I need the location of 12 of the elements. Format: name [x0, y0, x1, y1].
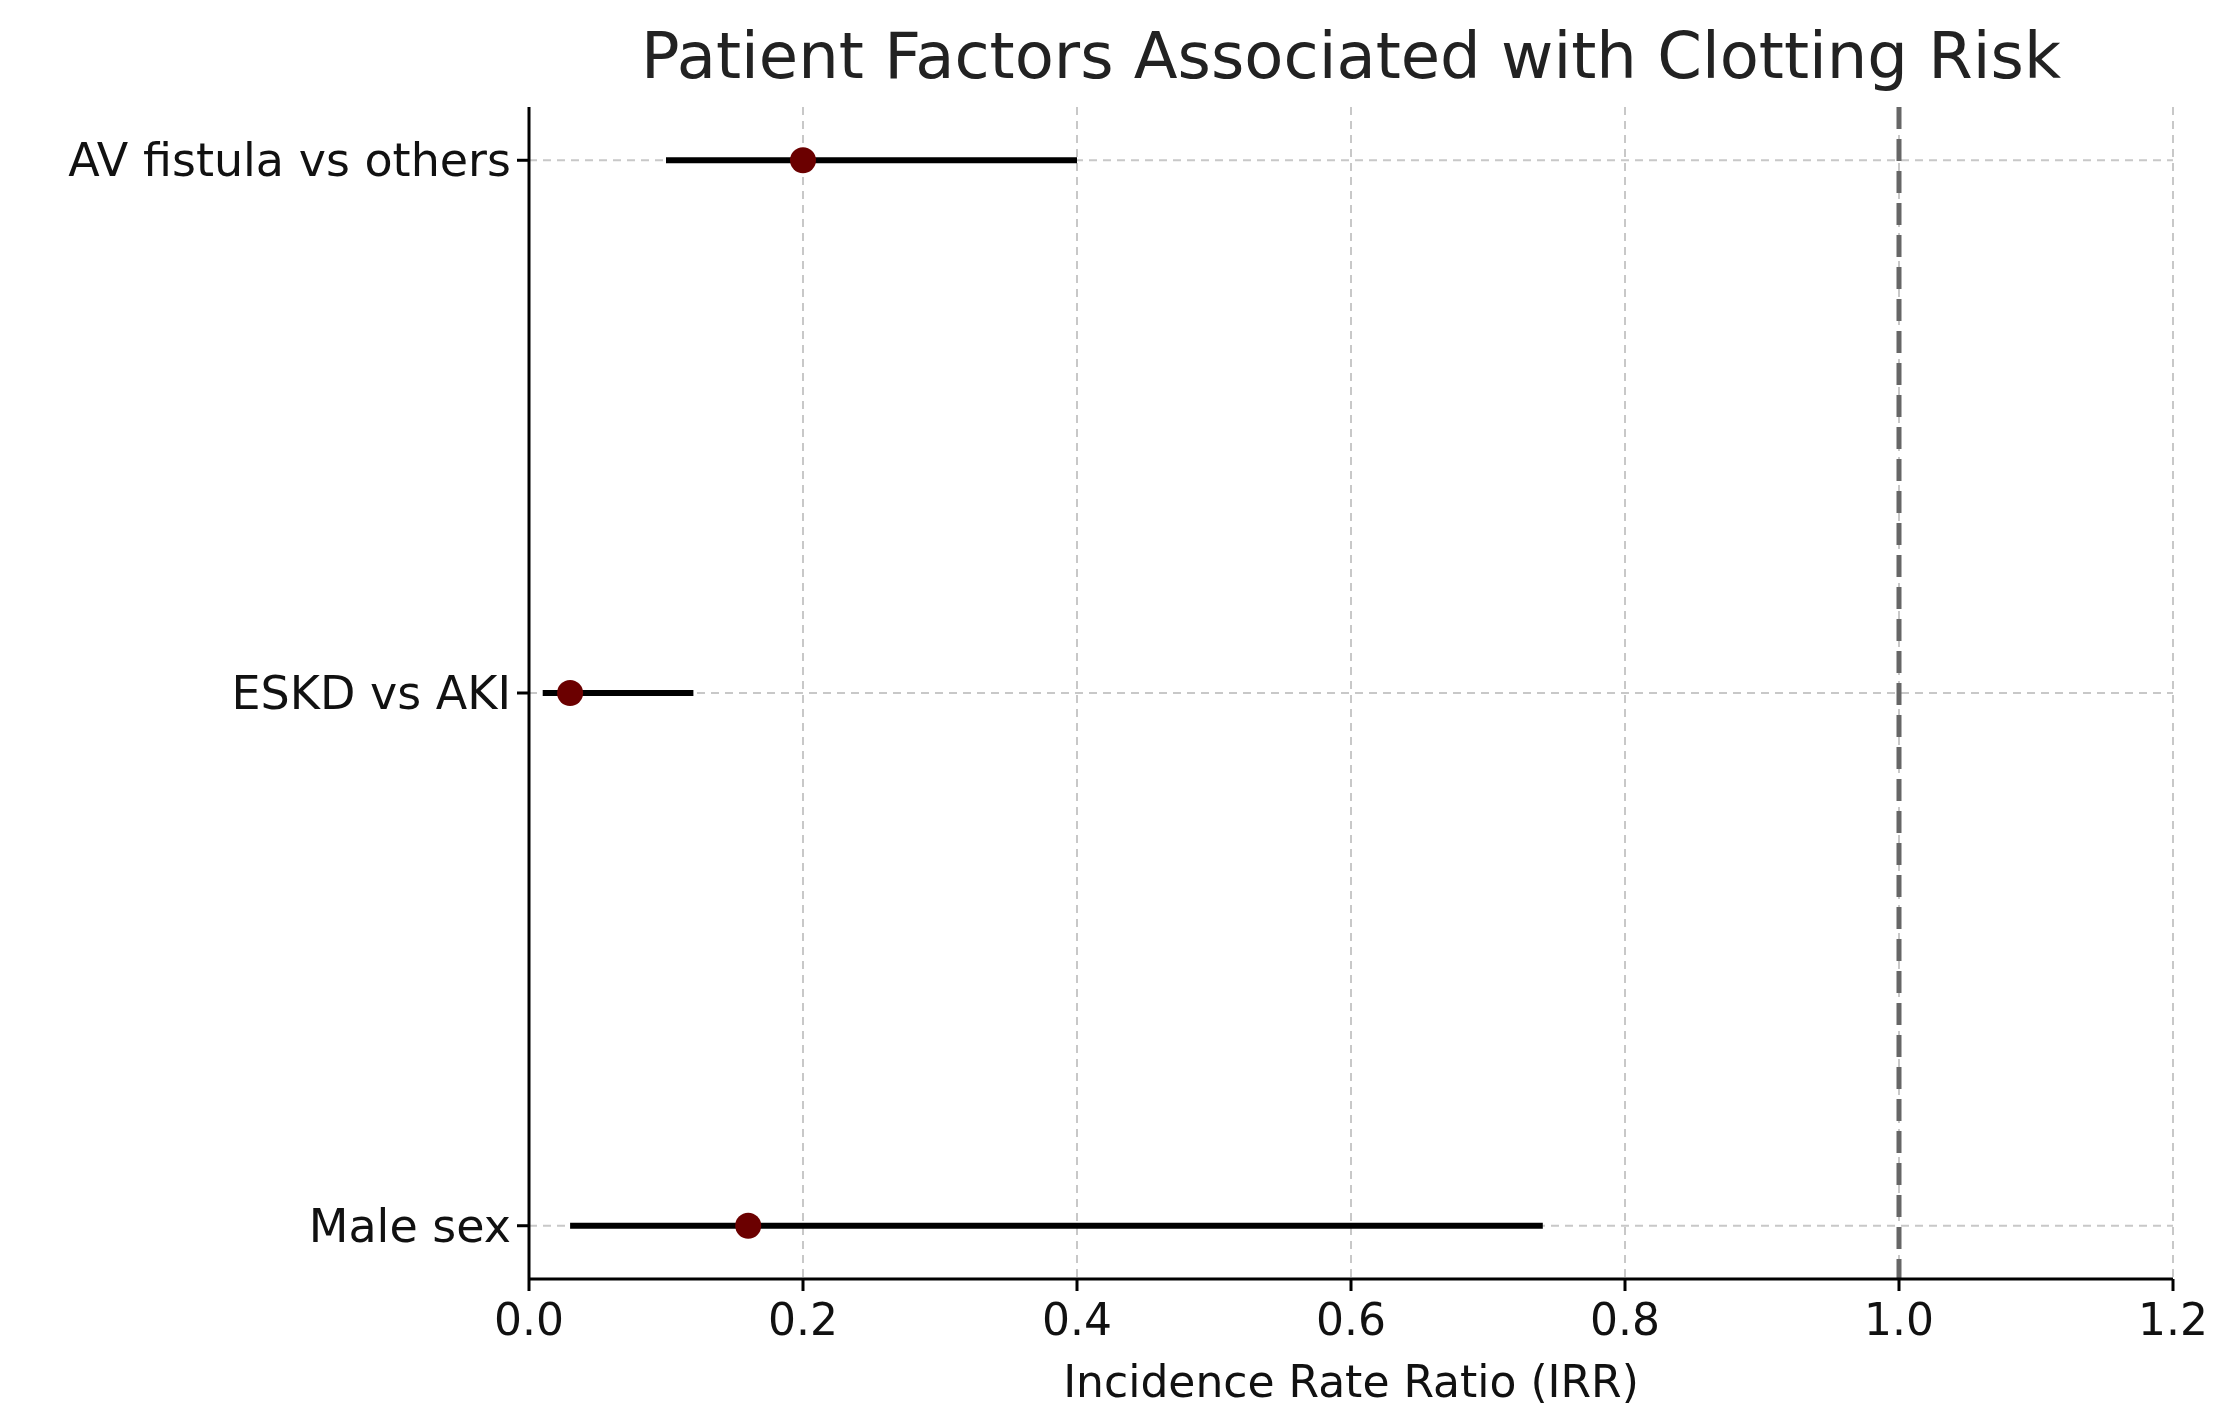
- x-tick-label: 1.2: [2138, 1294, 2208, 1345]
- y-tick-label: AV fistula vs others: [68, 133, 511, 188]
- x-tick-label: 0.4: [1042, 1294, 1112, 1345]
- y-tick-label: ESKD vs AKI: [231, 666, 511, 721]
- x-tick-label: 0.2: [768, 1294, 838, 1345]
- x-tick-label: 0.8: [1590, 1294, 1660, 1345]
- x-tick-label: 0.0: [494, 1294, 564, 1345]
- y-tick-label: Male sex: [308, 1198, 511, 1253]
- x-tick-label: 0.6: [1316, 1294, 1386, 1345]
- chart-title: Patient Factors Associated with Clotting Risk: [641, 19, 2061, 93]
- x-tick-label: 1.0: [1864, 1294, 1934, 1345]
- x-axis-title: Incidence Rate Ratio (IRR): [1063, 1356, 1639, 1407]
